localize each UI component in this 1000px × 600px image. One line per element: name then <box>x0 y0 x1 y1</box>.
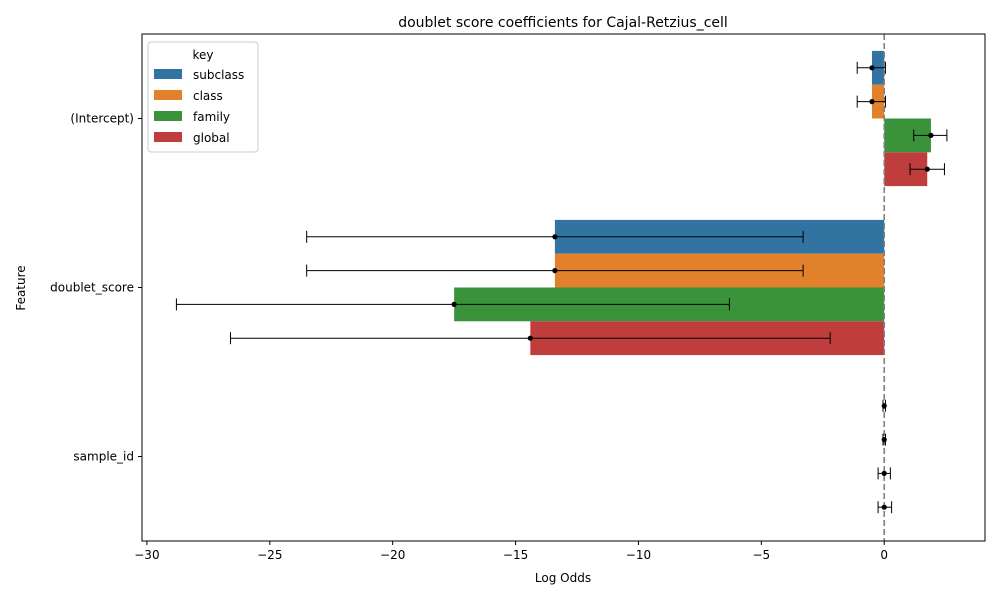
x-tick-label: 0 <box>880 548 888 562</box>
point-subclass-0 <box>869 65 875 71</box>
errorbar-global-0 <box>909 163 945 176</box>
errorbar-family-1 <box>175 298 730 311</box>
point-class-2 <box>881 437 887 443</box>
chart-title: doublet score coefficients for Cajal-Ret… <box>398 15 728 31</box>
y-tick-label: sample_id <box>73 450 134 464</box>
x-tick-label: −25 <box>257 548 282 562</box>
point-class-1 <box>552 268 558 274</box>
y-tick-label: doublet_score <box>50 281 134 295</box>
legend-label-subclass: subclass <box>193 68 244 82</box>
legend-label-global: global <box>193 131 230 145</box>
point-global-0 <box>924 166 930 172</box>
errorbar-class-1 <box>306 264 804 277</box>
errorbar-subclass-1 <box>306 230 804 243</box>
y-axis: (Intercept) doublet_score sample_id <box>50 112 142 464</box>
plot-area <box>175 34 948 541</box>
legend: key subclass class family global <box>147 41 259 153</box>
legend-swatch-class <box>154 90 182 100</box>
x-axis-label: Log Odds <box>535 571 591 585</box>
legend-swatch-global <box>154 132 182 142</box>
point-class-0 <box>869 99 875 105</box>
point-family-1 <box>451 301 457 307</box>
point-global-2 <box>881 504 887 510</box>
x-tick-label: −20 <box>380 548 405 562</box>
legend-swatch-subclass <box>154 69 182 79</box>
y-tick-label: (Intercept) <box>70 112 134 126</box>
point-global-1 <box>527 335 533 341</box>
errorbar-subclass-0 <box>856 61 886 74</box>
legend-label-family: family <box>193 110 230 124</box>
point-subclass-2 <box>881 403 887 409</box>
point-family-0 <box>928 132 934 138</box>
x-tick-label: −10 <box>626 548 651 562</box>
errorbar-global-1 <box>229 332 831 345</box>
errorbar-global-2 <box>877 501 893 514</box>
point-family-2 <box>881 470 887 476</box>
errorbar-class-2 <box>881 433 887 446</box>
legend-label-class: class <box>193 89 223 103</box>
y-axis-label: Feature <box>14 265 28 310</box>
x-tick-label: −5 <box>752 548 770 562</box>
point-subclass-1 <box>552 234 558 240</box>
legend-swatch-family <box>154 111 182 121</box>
legend-title: key <box>192 48 213 62</box>
x-tick-label: −15 <box>503 548 528 562</box>
x-axis: −30 −25 −20 −15 −10 −5 0 <box>134 541 888 562</box>
errorbar-family-2 <box>877 467 891 480</box>
x-tick-label: −30 <box>134 548 159 562</box>
errorbar-class-0 <box>856 95 886 108</box>
errorbar-family-0 <box>913 129 948 142</box>
errorbar-subclass-2 <box>881 399 887 412</box>
